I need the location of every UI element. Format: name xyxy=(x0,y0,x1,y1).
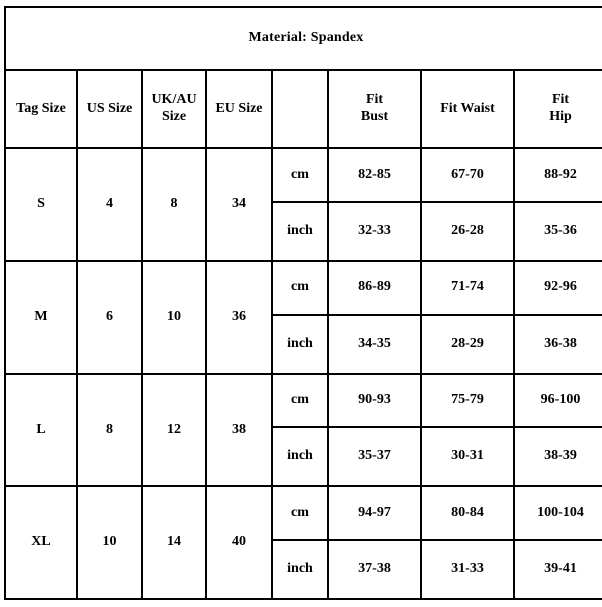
cell-eu-size: 36 xyxy=(205,259,273,375)
cell-hip-cm: 92-96 xyxy=(512,259,602,316)
table-row: S 4 8 34 cm 82-85 67-70 88-92 xyxy=(4,147,602,262)
table-row: inch 37-38 31-33 39-41 xyxy=(5,539,602,600)
cell-waist-cm: 75-79 xyxy=(420,372,515,429)
header-tag-size: Tag Size xyxy=(4,69,78,149)
header-fit-bust-line1: Fit xyxy=(365,92,384,108)
cell-bust-cm: 86-89 xyxy=(327,259,422,316)
cell-hip-inch: 35-36 xyxy=(512,200,602,262)
cell-hip-cm: 96-100 xyxy=(512,372,602,429)
table-row: M 6 10 36 cm 86-89 71-74 92-96 xyxy=(4,259,602,375)
cell-hip-inch: 38-39 xyxy=(512,426,602,488)
header-uk-au-size-line2: Size xyxy=(161,109,187,124)
cell-eu-size: 40 xyxy=(205,485,273,600)
cell-uk-au-size: 10 xyxy=(141,259,207,375)
cell-bust-cm: 90-93 xyxy=(327,372,422,429)
cell-bust-cm: 82-85 xyxy=(327,147,422,203)
cell-bust-inch: 37-38 xyxy=(327,539,422,600)
cell-hip-cm: 88-92 xyxy=(512,147,602,203)
material-title: Material: Spandex xyxy=(3,6,602,71)
header-unit xyxy=(271,69,329,149)
cell-us-size: 8 xyxy=(76,372,143,488)
cell-us-size: 4 xyxy=(76,147,143,262)
header-us-size: US Size xyxy=(76,69,143,149)
table-row: inch 32-33 26-28 35-36 xyxy=(5,200,602,262)
cell-hip-cm: 100-104 xyxy=(512,485,602,541)
cell-unit-cm: cm xyxy=(271,372,329,429)
cell-unit-inch: inch xyxy=(271,426,329,488)
header-fit-bust-line2: Bust xyxy=(360,109,389,124)
cell-waist-cm: 67-70 xyxy=(420,147,515,203)
table-row: L 8 12 38 cm 90-93 75-79 96-100 xyxy=(4,372,602,488)
header-fit-hip: Fit Hip xyxy=(512,69,602,149)
size-chart-container: Material: Spandex Tag Size US Size UK/AU… xyxy=(3,6,602,600)
cell-uk-au-size: 14 xyxy=(141,485,207,600)
cell-waist-inch: 31-33 xyxy=(420,539,515,600)
cell-hip-inch: 36-38 xyxy=(512,313,602,375)
cell-unit-cm: cm xyxy=(271,485,329,541)
cell-eu-size: 38 xyxy=(205,372,273,488)
cell-unit-inch: inch xyxy=(271,539,329,600)
cell-us-size: 6 xyxy=(76,259,143,375)
cell-unit-cm: cm xyxy=(271,147,329,203)
cell-bust-inch: 35-37 xyxy=(327,426,422,488)
cell-tag-size: M xyxy=(4,259,78,375)
cell-waist-cm: 80-84 xyxy=(420,485,515,541)
table-row: XL 10 14 40 cm 94-97 80-84 100-104 xyxy=(4,485,602,600)
cell-uk-au-size: 8 xyxy=(141,147,207,262)
header-fit-hip-line1: Fit xyxy=(551,92,570,108)
header-uk-au-size-line1: UK/AU xyxy=(151,92,197,108)
cell-us-size: 10 xyxy=(76,485,143,600)
cell-unit-inch: inch xyxy=(271,200,329,262)
cell-bust-inch: 34-35 xyxy=(327,313,422,375)
header-uk-au-size: UK/AU Size xyxy=(141,69,207,149)
cell-tag-size: S xyxy=(4,147,78,262)
cell-waist-cm: 71-74 xyxy=(420,259,515,316)
cell-eu-size: 34 xyxy=(205,147,273,262)
cell-waist-inch: 26-28 xyxy=(420,200,515,262)
cell-bust-cm: 94-97 xyxy=(327,485,422,541)
header-fit-waist: Fit Waist xyxy=(420,69,515,149)
cell-hip-inch: 39-41 xyxy=(512,539,602,600)
table-row: inch 34-35 28-29 36-38 xyxy=(5,313,602,375)
cell-unit-inch: inch xyxy=(271,313,329,375)
header-fit-bust: Fit Bust xyxy=(327,69,422,149)
table-row: inch 35-37 30-31 38-39 xyxy=(5,426,602,488)
header-eu-size: EU Size xyxy=(205,69,273,149)
header-row: Tag Size US Size UK/AU Size EU Size Fit … xyxy=(4,69,602,149)
size-chart-table: Material: Spandex Tag Size US Size UK/AU… xyxy=(3,6,602,600)
header-fit-hip-line2: Hip xyxy=(549,109,572,124)
cell-waist-inch: 30-31 xyxy=(420,426,515,488)
cell-waist-inch: 28-29 xyxy=(420,313,515,375)
title-row: Material: Spandex xyxy=(3,6,602,71)
cell-tag-size: XL xyxy=(4,485,78,600)
cell-uk-au-size: 12 xyxy=(141,372,207,488)
cell-tag-size: L xyxy=(4,372,78,488)
cell-bust-inch: 32-33 xyxy=(327,200,422,262)
cell-unit-cm: cm xyxy=(271,259,329,316)
